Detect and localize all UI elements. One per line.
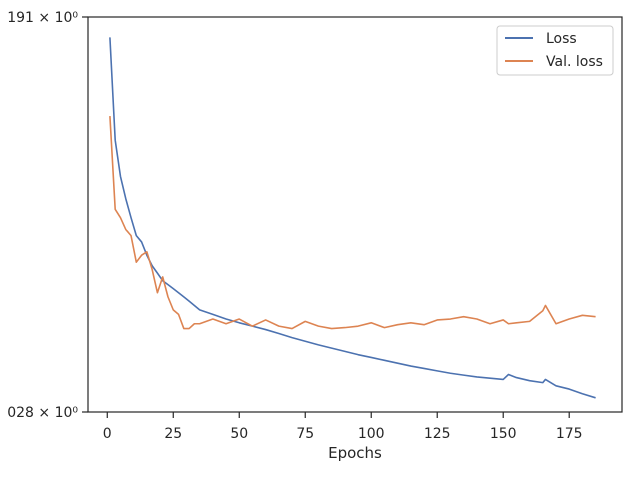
x-tick-label: 150 — [490, 426, 517, 442]
x-tick-label: 100 — [358, 426, 385, 442]
x-tick-label: 175 — [556, 426, 583, 442]
x-tick-label: 75 — [296, 426, 314, 442]
series-layer — [109, 37, 596, 399]
y-axis: 191 × 10⁰ 028 × 10⁰ — [7, 10, 88, 421]
legend: Loss Val. loss — [496, 25, 614, 76]
series-line-loss — [109, 37, 596, 399]
x-tick-label: 50 — [230, 426, 248, 442]
x-axis: 0 25 50 75 100 125 150 175 — [103, 412, 583, 442]
x-tick-label: 0 — [103, 426, 112, 442]
plot-frame — [87, 16, 623, 413]
x-tick-label: 125 — [424, 426, 451, 442]
y-tick-label-top: 191 × 10⁰ — [7, 10, 78, 26]
series-line-val-loss — [109, 116, 596, 330]
legend-label-loss: Loss — [546, 31, 577, 47]
legend-label-val-loss: Val. loss — [546, 54, 603, 70]
y-tick-label-bottom: 028 × 10⁰ — [7, 405, 78, 421]
x-tick-label: 25 — [164, 426, 182, 442]
x-axis-label: Epochs — [328, 444, 382, 462]
